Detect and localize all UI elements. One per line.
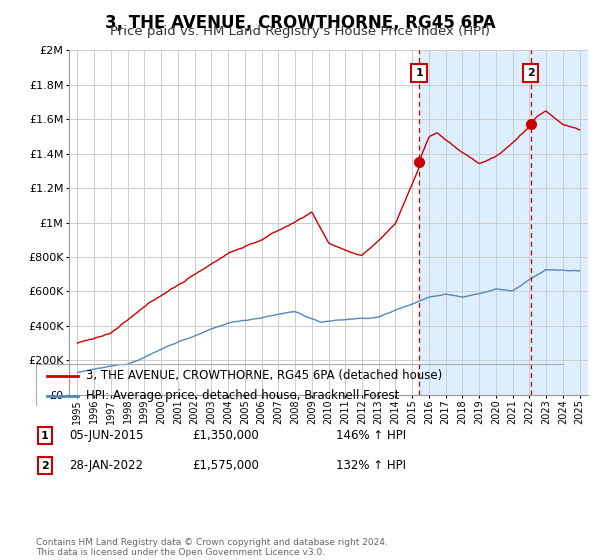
Text: 132% ↑ HPI: 132% ↑ HPI [336,459,406,473]
Text: 3, THE AVENUE, CROWTHORNE, RG45 6PA: 3, THE AVENUE, CROWTHORNE, RG45 6PA [104,14,496,32]
Text: 05-JUN-2015: 05-JUN-2015 [69,429,143,442]
Text: 146% ↑ HPI: 146% ↑ HPI [336,429,406,442]
Bar [419,50,588,395]
Text: 1: 1 [41,431,49,441]
Text: 2: 2 [41,461,49,471]
Text: £1,575,000: £1,575,000 [192,459,259,473]
Text: 1: 1 [415,68,423,78]
Text: 3, THE AVENUE, CROWTHORNE, RG45 6PA (detached house): 3, THE AVENUE, CROWTHORNE, RG45 6PA (det… [86,369,442,382]
Text: 28-JAN-2022: 28-JAN-2022 [69,459,143,473]
Text: £1,350,000: £1,350,000 [192,429,259,442]
Text: Price paid vs. HM Land Registry's House Price Index (HPI): Price paid vs. HM Land Registry's House … [110,25,490,38]
Text: Contains HM Land Registry data © Crown copyright and database right 2024.
This d: Contains HM Land Registry data © Crown c… [36,538,388,557]
Text: 2: 2 [527,68,535,78]
Text: HPI: Average price, detached house, Bracknell Forest: HPI: Average price, detached house, Brac… [86,389,400,402]
